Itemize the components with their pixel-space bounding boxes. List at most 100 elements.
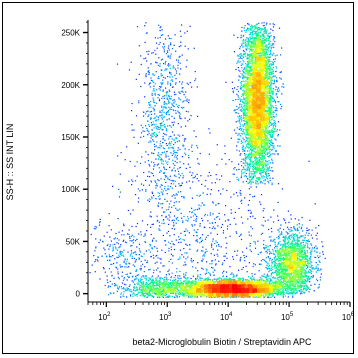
data-point <box>245 29 247 32</box>
data-point <box>264 65 266 67</box>
data-point <box>304 258 306 260</box>
data-point <box>132 295 134 297</box>
data-point <box>288 244 290 246</box>
data-point <box>242 279 244 281</box>
data-point <box>181 83 183 85</box>
data-point <box>131 124 133 126</box>
data-point <box>104 284 106 287</box>
data-point <box>260 152 262 154</box>
data-point <box>257 158 259 160</box>
data-point <box>264 220 266 222</box>
data-point <box>260 174 262 176</box>
data-point <box>270 102 272 104</box>
data-point <box>264 76 266 78</box>
data-point <box>245 120 248 122</box>
data-point <box>243 133 245 135</box>
data-point <box>247 204 249 206</box>
data-point <box>269 106 271 108</box>
data-point <box>242 144 244 146</box>
data-point <box>303 246 305 248</box>
data-point <box>170 200 172 202</box>
data-point <box>304 269 306 271</box>
data-point <box>103 235 105 237</box>
data-point <box>151 240 154 242</box>
data-point <box>247 150 249 152</box>
data-point <box>252 165 254 167</box>
data-point <box>248 72 250 74</box>
data-point <box>131 245 133 247</box>
data-point <box>177 220 179 222</box>
data-point <box>152 139 154 141</box>
data-point <box>266 252 268 254</box>
data-point <box>212 279 214 281</box>
data-point <box>251 42 253 44</box>
data-point <box>165 95 167 97</box>
data-point <box>270 167 273 169</box>
data-point <box>148 102 150 104</box>
data-point <box>184 263 187 265</box>
data-point <box>286 292 288 294</box>
data-point <box>279 268 281 270</box>
data-point <box>294 228 296 230</box>
data-point <box>249 156 251 158</box>
data-point <box>160 126 162 128</box>
data-point <box>185 154 187 156</box>
data-point <box>138 283 140 285</box>
data-point <box>166 119 168 121</box>
data-point <box>161 106 163 108</box>
data-point <box>311 229 313 231</box>
data-point <box>264 178 266 180</box>
data-point <box>177 275 179 277</box>
data-point <box>242 162 244 164</box>
data-point <box>166 111 168 113</box>
data-point <box>251 42 253 44</box>
data-point <box>274 37 276 39</box>
data-point <box>199 274 201 276</box>
data-point <box>296 224 298 226</box>
data-point <box>197 274 199 276</box>
data-point <box>165 294 168 296</box>
data-point <box>170 72 172 74</box>
data-point <box>200 175 202 177</box>
data-point <box>123 295 125 298</box>
data-point <box>186 82 188 84</box>
data-point <box>259 201 261 203</box>
data-point <box>150 244 152 246</box>
data-point <box>225 247 227 249</box>
data-point <box>132 209 134 211</box>
data-point <box>171 102 173 104</box>
data-point <box>159 229 161 231</box>
data-point <box>268 292 270 294</box>
data-point <box>291 240 293 242</box>
data-point <box>177 107 179 109</box>
data-point <box>271 82 273 85</box>
data-point <box>240 108 242 111</box>
data-point <box>158 98 161 100</box>
data-point <box>240 200 242 202</box>
data-point <box>180 282 182 284</box>
data-point <box>146 230 148 232</box>
data-point <box>269 278 271 280</box>
data-point <box>305 274 308 276</box>
data-point <box>179 167 181 169</box>
data-point <box>272 72 274 74</box>
data-point <box>174 194 176 196</box>
data-point <box>177 149 179 151</box>
data-point <box>120 293 122 295</box>
data-point <box>249 193 251 196</box>
data-point <box>319 255 321 257</box>
data-point <box>284 241 286 243</box>
data-point <box>145 151 147 153</box>
data-point <box>299 289 301 291</box>
data-point <box>274 262 276 264</box>
data-point <box>264 179 266 181</box>
data-point <box>172 159 174 161</box>
data-point <box>168 282 170 284</box>
data-point <box>157 154 159 156</box>
data-point <box>171 220 173 222</box>
data-point <box>134 287 136 289</box>
data-point <box>201 202 203 204</box>
data-point <box>238 139 241 141</box>
data-point <box>257 35 260 37</box>
data-point <box>149 104 151 106</box>
